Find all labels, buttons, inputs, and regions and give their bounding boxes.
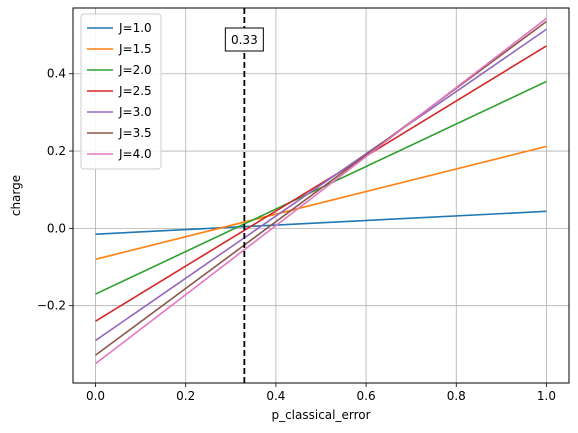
x-tick-label: 0.6 (357, 389, 376, 403)
x-tick-label: 0.4 (266, 389, 285, 403)
y-tick-label: −0.2 (37, 299, 66, 313)
x-tick-label: 0.0 (86, 389, 105, 403)
series-lines (95, 17, 547, 365)
threshold-label-box (224, 27, 264, 52)
series-line-J=1.5 (95, 145, 547, 261)
legend-label: J=1.5 (118, 42, 152, 56)
series-line-J=4.0 (95, 17, 547, 365)
x-tick-label: 0.2 (176, 389, 195, 403)
y-tick-label: 0.2 (47, 144, 66, 158)
threshold-marker: 0.33 (224, 8, 264, 383)
x-axis-label: p_classical_error (271, 408, 370, 422)
threshold-label: 0.33 (231, 33, 258, 47)
legend-label: J=2.5 (118, 84, 152, 98)
legend-label: J=3.5 (118, 126, 152, 140)
axis-ticks: 0.0 0.2 0.4 0.6 0.8 1.0 −0.2 0.0 0.2 0.4 (37, 67, 556, 403)
x-tick-label: 0.8 (447, 389, 466, 403)
plot-frame (72, 7, 570, 384)
x-tick-label: 1.0 (537, 389, 556, 403)
legend-label: J=1.0 (118, 21, 152, 35)
y-tick-label: 0.4 (47, 67, 66, 81)
y-axis-label: charge (9, 175, 23, 216)
legend-box (80, 13, 162, 170)
grid-lines (73, 8, 569, 383)
y-tick-label: 0.0 (47, 221, 66, 235)
series-line-J=2.5 (95, 45, 547, 322)
legend-label: J=3.0 (118, 105, 152, 119)
legend: J=1.0 J=1.5 J=2.0 J=2.5 J=3.0 J=3.5 J=4.0 (80, 13, 162, 170)
series-line-J=3.5 (95, 20, 547, 356)
series-line-J=1.0 (95, 210, 547, 235)
legend-label: J=4.0 (118, 147, 152, 161)
legend-label: J=2.0 (118, 63, 152, 77)
series-line-J=3.0 (95, 28, 547, 342)
